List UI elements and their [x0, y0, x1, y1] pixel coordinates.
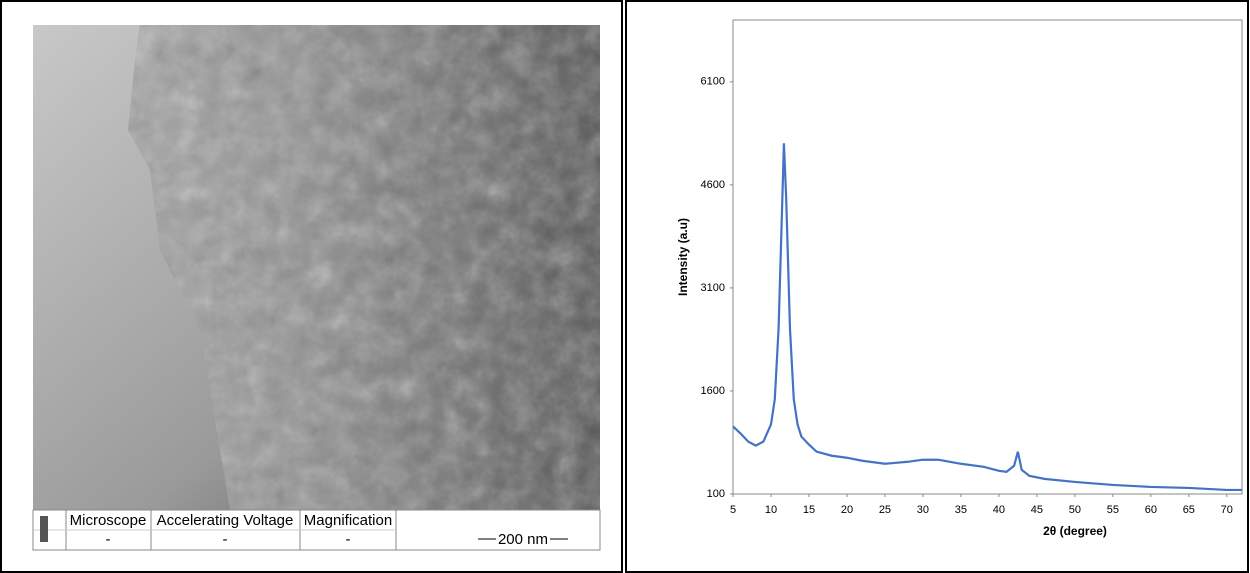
info-header: Magnification: [304, 512, 392, 529]
microscope-icon: [40, 516, 48, 542]
x-tick-label: 60: [1145, 504, 1157, 516]
x-tick-label: 45: [1031, 504, 1043, 516]
right-panel-border: [625, 0, 1249, 573]
x-tick-label: 25: [879, 504, 891, 516]
y-tick-label: 3100: [701, 282, 725, 294]
x-axis-title: 2θ (degree): [1043, 524, 1107, 538]
tem-image: [33, 25, 600, 510]
y-tick-label: 4600: [701, 179, 725, 191]
x-tick-label: 30: [917, 504, 929, 516]
data-line: [732, 143, 1242, 492]
x-tick-label: 70: [1221, 504, 1233, 516]
info-header: Microscope: [70, 512, 147, 529]
x-tick-label: 35: [955, 504, 967, 516]
x-tick-label: 55: [1107, 504, 1119, 516]
x-tick-label: 50: [1069, 504, 1081, 516]
scale-bar-label: 200 nm: [498, 531, 548, 548]
x-tick-label: 20: [841, 504, 853, 516]
xrd-chart: 2θ (degree) Intensity (a.u) 100 1600 3100 4…: [676, 19, 1243, 538]
y-tick-label: 1600: [701, 385, 725, 397]
x-tick-label: 65: [1183, 504, 1195, 516]
info-value: -: [223, 531, 228, 548]
info-header: Accelerating Voltage: [157, 512, 294, 529]
x-tick-label: 15: [803, 504, 815, 516]
y-tick-label: 6100: [701, 76, 725, 88]
info-value: -: [106, 531, 111, 548]
info-value: -: [346, 531, 351, 548]
plot-frame: [732, 19, 1243, 495]
left-panel-border: [0, 0, 623, 573]
x-tick-label: 40: [993, 504, 1005, 516]
x-tick-label: 5: [730, 504, 736, 516]
y-tick-label: 100: [707, 488, 725, 500]
y-axis-title: Intensity (a.u): [676, 218, 690, 296]
info-bar: Microscope Accelerating Voltage Magnific…: [32, 509, 601, 551]
x-tick-label: 10: [765, 504, 777, 516]
